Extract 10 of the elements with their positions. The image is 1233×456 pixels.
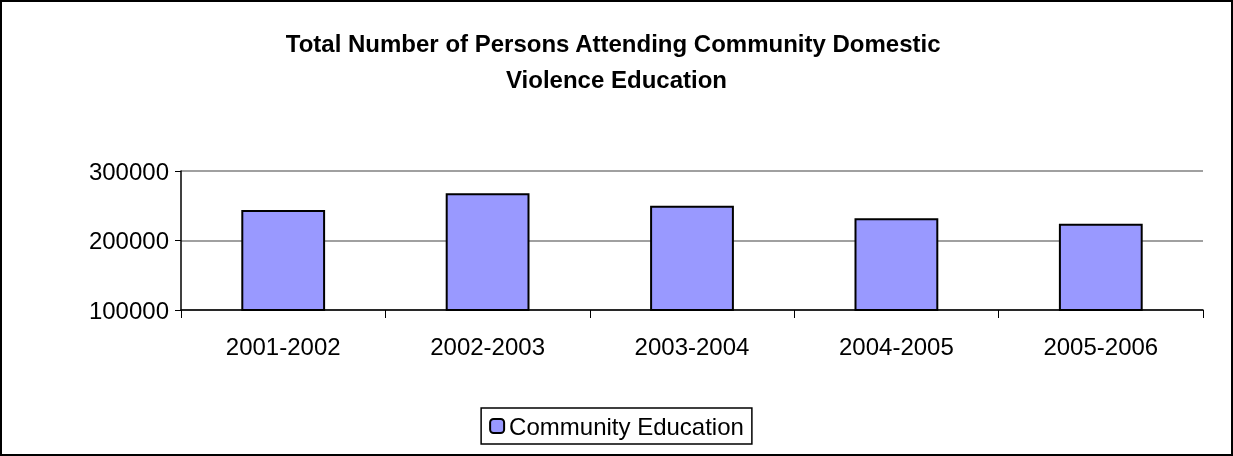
y-tick-label: 100000 (88, 296, 169, 324)
y-tick-label: 200000 (88, 227, 169, 254)
chart-title: Total Number of Persons Attending Community Domestic Violence Education (285, 29, 948, 93)
y-tick-label: 300000 (88, 157, 169, 185)
x-tick-label: 2004-2005 (839, 332, 954, 360)
legend-label: Community Education (509, 412, 744, 440)
x-tick-label: 2002-2003 (430, 332, 545, 360)
x-tick-label: 2001-2002 (225, 332, 341, 360)
x-tick-label: 2003-2004 (634, 332, 750, 360)
x-tick-label: 2005-2006 (1043, 332, 1159, 360)
